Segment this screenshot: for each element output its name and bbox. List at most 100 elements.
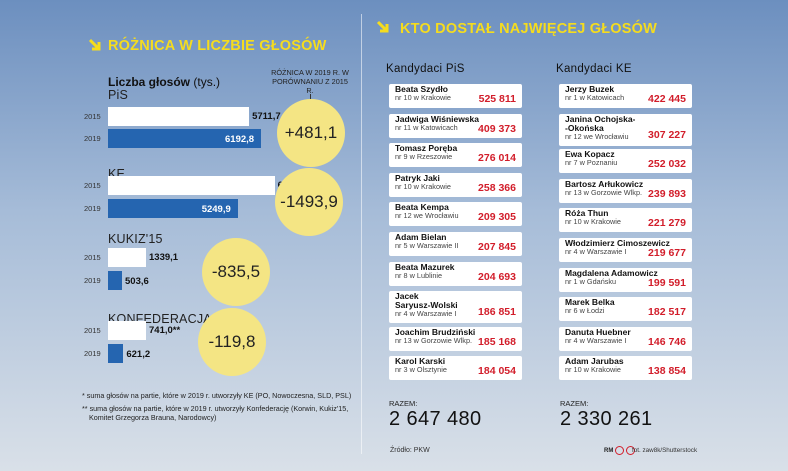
candidate-district: nr 10 w Krakowie	[395, 93, 451, 103]
candidate-district: nr 11 w Katowicach	[395, 123, 458, 133]
candidate-district: nr 4 w Warszawie I	[565, 336, 627, 346]
footnote-3: Komitet Grzegorza Brauna, Narodowcy)	[89, 413, 217, 422]
ke-total-value: 2 330 261	[560, 408, 653, 430]
pis-candidate-card: Jadwiga Wiśniewska nr 11 w Katowicach 409 …	[389, 114, 522, 138]
candidate-name: Magdalena Adamowicz	[565, 268, 658, 278]
candidate-name: Karol Karski	[395, 356, 446, 366]
candidate-name: Róża Thun	[565, 208, 609, 218]
candidate-name-line2: -Okońska	[565, 123, 604, 134]
value-label-2019-pis: 6192,8	[225, 134, 255, 145]
candidate-name: Włodzimierz Cimoszewicz	[565, 238, 670, 248]
candidate-votes: 258 366	[478, 182, 516, 194]
candidate-district: nr 1 w Gdańsku	[565, 277, 617, 287]
ke-candidate-card: Jerzy Buzek nr 1 w Katowicach 422 445	[559, 84, 692, 108]
candidate-name: Jacek	[395, 291, 419, 301]
publisher-logo-text: RM	[604, 447, 614, 454]
bar-2019-kukiz-15	[108, 271, 122, 290]
bar-2019-pis	[108, 129, 261, 148]
ke-candidate-card: Bartosz Arłukowicz nr 13 w Gorzowie Wlkp.…	[559, 179, 692, 203]
pis-candidate-card: Patryk Jaki nr 10 w Krakowie 258 366	[389, 173, 522, 197]
candidate-votes: 209 305	[478, 211, 516, 223]
year-label: 2019	[84, 204, 101, 213]
candidate-votes: 525 811	[478, 93, 516, 105]
year-label: 2015	[84, 181, 101, 190]
candidate-district: nr 1 w Katowicach	[565, 93, 625, 103]
pis-candidate-card: Beata Mazurek nr 8 w Lublinie 204 693	[389, 262, 522, 286]
candidate-district: nr 7 w Poznaniu	[565, 158, 618, 168]
ke-total-label: RAZEM:	[560, 399, 589, 408]
axis-label: Liczba głosów (tys.)	[108, 75, 220, 89]
publisher-logo-mark-2	[626, 446, 636, 455]
candidate-votes: 307 227	[648, 129, 686, 141]
right-section-title: KTO DOSTAŁ NAJWIĘCEJ GŁOSÓW	[400, 21, 658, 37]
axis-unit: (tys.)	[193, 75, 221, 89]
candidate-name: Danuta Huebner	[565, 327, 631, 337]
year-label: 2019	[84, 134, 101, 143]
left-section-title: RÓŻNICA W LICZBIE GŁOSÓW	[108, 38, 327, 54]
candidate-votes: 422 445	[648, 93, 686, 105]
value-label-2019-ke: 5249,9	[201, 204, 231, 215]
candidate-district: nr 4 w Warszawie I	[395, 309, 457, 319]
candidate-name: Adam Jarubas	[565, 356, 624, 366]
candidate-votes: 199 591	[648, 277, 686, 289]
candidate-votes: 219 677	[648, 247, 686, 259]
ke-header: Kandydaci KE	[556, 63, 632, 75]
difference-circle-kukiz-15: -835,5	[202, 238, 270, 306]
bar-2015-ke	[108, 176, 275, 195]
candidate-district: nr 12 we Wrocławiu	[565, 132, 629, 142]
candidate-votes: 239 893	[648, 188, 686, 200]
value-label-2019-kukiz-15: 503,6	[125, 276, 149, 287]
footnote-2: ** suma głosów na partie, które w 2019 r…	[82, 404, 349, 413]
candidate-votes: 204 693	[478, 271, 516, 283]
candidate-district: nr 13 w Gorzowie Wlkp.	[565, 188, 643, 198]
candidate-name: Adam Bielan	[395, 232, 447, 242]
arrow-down-right-icon-2	[376, 20, 389, 33]
ke-candidate-card: Janina Ochojska- -Okońska nr 12 we Wrocław…	[559, 114, 692, 146]
year-label: 2015	[84, 253, 101, 262]
candidate-name: Jerzy Buzek	[565, 84, 615, 94]
candidate-district: nr 6 w Łodzi	[565, 306, 605, 316]
bar-2015-pis	[108, 107, 250, 126]
candidate-votes: 185 168	[478, 336, 516, 348]
candidate-votes: 186 851	[478, 306, 516, 318]
candidate-name: Patryk Jaki	[395, 173, 440, 183]
candidate-district: nr 4 w Warszawie I	[565, 247, 627, 257]
value-label-2019-konfederacja: 621,2	[126, 349, 151, 360]
section-divider	[361, 14, 362, 454]
candidate-name: Beata Szydło	[395, 84, 448, 94]
pis-candidate-card: Tomasz Poręba nr 9 w Rzeszowie 276 014	[389, 143, 522, 167]
pis-candidate-card: Jacek Saryusz-Wolski nr 4 w Warszawie I 186…	[389, 291, 522, 323]
candidate-district: nr 10 w Krakowie	[565, 365, 621, 375]
footnote-1: * suma głosów na partie, które w 2019 r.…	[82, 391, 352, 400]
ke-candidate-card: Róża Thun nr 10 w Krakowie 221 279	[559, 208, 692, 232]
ke-candidate-card: Magdalena Adamowicz nr 1 w Gdańsku 199 591	[559, 268, 692, 292]
candidate-name: Tomasz Poręba	[395, 143, 458, 153]
year-label: 2019	[84, 349, 101, 358]
pis-candidate-card: Adam Bielan nr 5 w Warszawie II 207 845	[389, 232, 522, 256]
arrow-down-right-icon	[88, 38, 101, 51]
value-label-2015-konfederacja: 741,0**	[149, 325, 181, 336]
bar-2019-ke	[108, 199, 238, 218]
axis-label-text: Liczba głosów	[108, 75, 191, 89]
candidate-votes: 184 054	[478, 365, 516, 377]
candidate-name: Bartosz Arłukowicz	[565, 179, 644, 189]
candidate-name: Janina Ochojska-	[565, 114, 636, 124]
ke-candidate-card: Adam Jarubas nr 10 w Krakowie 138 854	[559, 356, 692, 380]
pis-total-label: RAZEM:	[389, 399, 418, 408]
year-label: 2019	[84, 276, 101, 285]
party-label-pis: PiS	[108, 88, 129, 102]
candidate-name: Joachim Brudziński	[395, 327, 476, 337]
ke-candidate-card: Marek Belka nr 6 w Łodzi 182 517	[559, 297, 692, 321]
source-text: Źródło: PKW	[390, 447, 430, 454]
candidate-name: Beata Kempa	[395, 202, 449, 212]
value-label-2015-pis: 5711,7	[252, 111, 281, 122]
candidate-district: nr 10 w Krakowie	[395, 182, 451, 192]
year-label: 2015	[84, 112, 101, 121]
candidate-votes: 146 746	[648, 336, 686, 348]
candidate-votes: 221 279	[648, 217, 686, 229]
bar-2019-konfederacja	[108, 344, 124, 363]
bar-2015-konfederacja	[108, 321, 146, 340]
candidate-district: nr 8 w Lublinie	[395, 271, 443, 281]
candidate-votes: 409 373	[478, 123, 516, 135]
year-label: 2015	[84, 326, 101, 335]
